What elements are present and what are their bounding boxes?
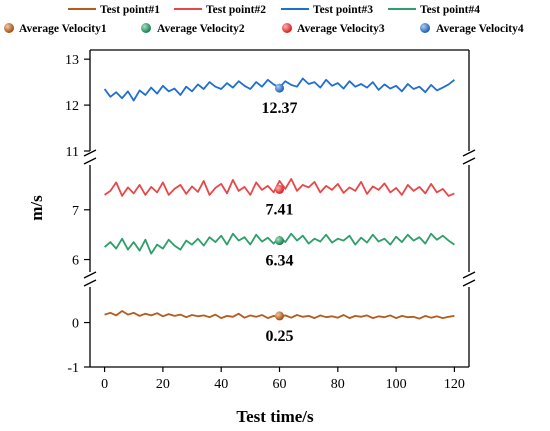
legend: Test point#1 Test point#2 Test point#3 T… <box>4 4 524 35</box>
y-tick-label: 0 <box>72 317 79 332</box>
average-value-label-1: 0.25 <box>266 328 294 345</box>
legend-label-tp2: Test point#2 <box>206 4 266 16</box>
x-tick-label: 40 <box>214 377 228 392</box>
y-tick-label: -1 <box>67 361 79 376</box>
legend-label-avg2: Average Velocity2 <box>157 23 245 35</box>
axis-break-mark <box>83 271 97 279</box>
y-tick-label: 7 <box>72 204 79 219</box>
x-tick-label: 60 <box>273 377 287 392</box>
legend-marker-avg2 <box>141 23 151 33</box>
average-marker-4 <box>275 83 284 93</box>
axis-break-mark <box>83 157 97 165</box>
legend-marker-avg3 <box>282 23 292 33</box>
x-tick-label: 120 <box>444 377 465 392</box>
legend-marker-avg4 <box>420 23 430 33</box>
y-tick-label: 11 <box>66 145 79 160</box>
ticks-layer: 0 20 40 60 80 100 120 11 12 13 6 7 -1 0 <box>65 53 465 392</box>
legend-label-avg1: Average Velocity1 <box>19 23 107 35</box>
axis-break-mark <box>462 279 476 287</box>
x-tick-label: 0 <box>101 377 108 392</box>
average-value-label-2: 6.34 <box>266 253 294 270</box>
legend-label-tp3: Test point#3 <box>313 4 373 16</box>
axis-break-mark <box>462 271 476 279</box>
average-markers-layer: 0.25 6.34 7.41 12.37 <box>262 83 298 345</box>
x-axis-title: Test time/s <box>236 407 314 426</box>
average-marker-2 <box>275 236 284 246</box>
average-marker-1 <box>275 311 284 321</box>
y-tick-label: 13 <box>65 53 79 68</box>
x-tick-label: 100 <box>386 377 407 392</box>
x-tick-label: 20 <box>156 377 170 392</box>
average-value-label-4: 12.37 <box>262 100 298 117</box>
axis-break-mark <box>462 157 476 165</box>
y-tick-label: 12 <box>65 99 79 114</box>
average-marker-3 <box>275 184 284 194</box>
legend-label-avg4: Average Velocity4 <box>436 23 524 35</box>
plot-frame <box>83 49 476 368</box>
average-value-label-3: 7.41 <box>266 201 294 218</box>
axis-break-mark <box>83 149 97 157</box>
legend-label-avg3: Average Velocity3 <box>297 23 385 35</box>
x-tick-label: 80 <box>331 377 345 392</box>
axis-break-mark <box>83 279 97 287</box>
y-axis-title: m/s <box>27 195 46 221</box>
series-line-test-point-2 <box>104 177 455 197</box>
legend-marker-avg1 <box>4 23 14 33</box>
y-tick-label: 6 <box>72 254 79 269</box>
axis-break-mark <box>462 149 476 157</box>
legend-label-tp4: Test point#4 <box>420 4 480 16</box>
legend-label-tp1: Test point#1 <box>100 4 160 16</box>
